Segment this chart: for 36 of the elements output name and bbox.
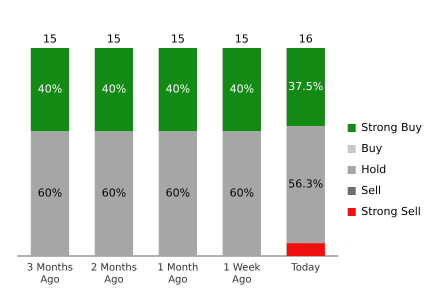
bar: [158, 131, 198, 256]
x-tick-label: 3 Months Ago: [26, 262, 74, 286]
x-tick-label: Today: [290, 262, 320, 274]
bar: [222, 48, 261, 132]
bar: [158, 48, 198, 132]
bar: [94, 131, 134, 256]
bar: [222, 131, 261, 256]
legend-label: Strong Sell: [361, 204, 421, 218]
legend-label: Sell: [361, 184, 382, 197]
data-label: 56.3%: [288, 177, 324, 190]
annotation: 15: [106, 32, 121, 46]
legend-label: Hold: [361, 162, 386, 176]
data-label: 60%: [102, 186, 126, 200]
data-label: 40%: [38, 82, 62, 96]
data-label: 40%: [102, 82, 126, 96]
data-label: 40%: [166, 82, 190, 96]
bar: [286, 126, 325, 244]
bar: [286, 48, 325, 126]
x-tick-label: 2 Months Ago: [90, 262, 137, 286]
annotation: 16: [298, 32, 313, 46]
legend-label: Strong Buy: [361, 120, 422, 134]
bar: [94, 48, 134, 132]
bar: [30, 48, 70, 132]
data-label: 40%: [230, 82, 254, 96]
annotation: 15: [170, 32, 185, 46]
bar: [286, 243, 325, 256]
x-tick-label: 1 Month Ago: [157, 262, 198, 286]
bar: [30, 131, 70, 256]
data-label: 37.5%: [288, 80, 324, 93]
data-label: 60%: [166, 186, 190, 200]
x-tick-label: 1 Week Ago: [223, 262, 260, 286]
data-label: 60%: [38, 186, 62, 200]
legend-label: Buy: [361, 142, 383, 155]
annotation: 15: [234, 32, 249, 46]
annotation: 15: [42, 32, 57, 46]
data-label: 60%: [230, 186, 254, 200]
